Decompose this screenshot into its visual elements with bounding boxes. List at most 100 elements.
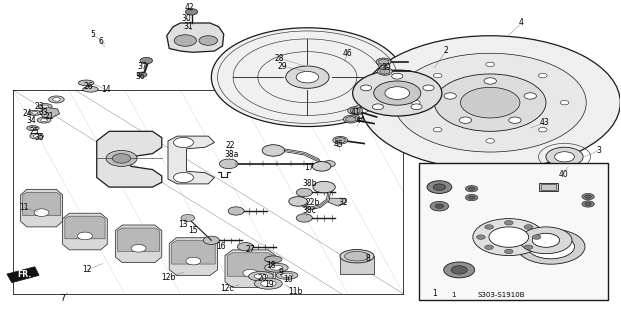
Text: 33: 33	[38, 108, 48, 117]
Ellipse shape	[276, 271, 298, 279]
Circle shape	[411, 104, 422, 110]
Circle shape	[451, 266, 467, 274]
Ellipse shape	[78, 80, 94, 86]
Circle shape	[538, 127, 547, 132]
Text: 43: 43	[540, 118, 550, 127]
Circle shape	[468, 187, 474, 190]
Circle shape	[435, 74, 546, 131]
Bar	[340, 256, 374, 274]
Text: 29: 29	[277, 61, 287, 70]
Polygon shape	[328, 198, 347, 206]
Text: 9: 9	[278, 268, 283, 277]
Text: 40: 40	[558, 170, 568, 179]
Text: 21: 21	[44, 112, 54, 121]
Text: 25: 25	[30, 127, 40, 136]
Circle shape	[360, 36, 620, 170]
Ellipse shape	[42, 105, 48, 108]
Polygon shape	[167, 23, 224, 52]
Ellipse shape	[83, 86, 98, 92]
Bar	[419, 163, 608, 300]
Text: 11: 11	[19, 203, 29, 212]
Text: 17: 17	[304, 163, 314, 172]
Circle shape	[343, 116, 358, 123]
Circle shape	[353, 70, 442, 116]
Circle shape	[394, 53, 586, 152]
Text: 12c: 12c	[220, 284, 233, 292]
Text: 45: 45	[333, 140, 343, 149]
Circle shape	[504, 249, 513, 254]
Text: 12b: 12b	[161, 273, 175, 282]
Circle shape	[504, 220, 513, 225]
Polygon shape	[116, 225, 162, 263]
Circle shape	[313, 181, 335, 193]
Text: 19: 19	[264, 280, 274, 289]
Ellipse shape	[32, 112, 38, 114]
Text: 30: 30	[182, 14, 191, 23]
Text: 2: 2	[443, 45, 448, 55]
Circle shape	[524, 93, 537, 99]
Circle shape	[34, 209, 49, 216]
Circle shape	[489, 227, 528, 247]
Polygon shape	[335, 137, 345, 143]
Circle shape	[323, 161, 335, 167]
Ellipse shape	[261, 281, 276, 287]
Circle shape	[485, 245, 494, 250]
Circle shape	[520, 227, 572, 254]
Text: S303-S1910B: S303-S1910B	[478, 292, 525, 299]
Text: 35: 35	[34, 132, 44, 141]
Text: 34: 34	[27, 116, 37, 125]
Circle shape	[444, 262, 474, 278]
Ellipse shape	[27, 125, 39, 131]
Circle shape	[546, 147, 583, 166]
Text: 4: 4	[519, 19, 524, 28]
Circle shape	[538, 73, 547, 78]
Text: 16: 16	[216, 242, 225, 251]
Circle shape	[555, 152, 574, 162]
Circle shape	[582, 201, 594, 207]
Circle shape	[228, 207, 244, 215]
Polygon shape	[211, 28, 404, 126]
Circle shape	[286, 66, 329, 88]
Circle shape	[186, 257, 201, 265]
Circle shape	[185, 9, 197, 15]
Circle shape	[333, 136, 348, 144]
Ellipse shape	[37, 117, 51, 123]
Ellipse shape	[29, 110, 41, 116]
Circle shape	[412, 100, 420, 105]
Circle shape	[460, 87, 520, 118]
Circle shape	[219, 159, 238, 169]
Text: 46: 46	[343, 49, 353, 58]
Text: 13: 13	[179, 220, 188, 229]
Circle shape	[433, 127, 442, 132]
Circle shape	[423, 85, 434, 91]
Circle shape	[262, 145, 284, 156]
Text: 38c: 38c	[302, 206, 316, 215]
Circle shape	[473, 219, 545, 256]
Text: 26: 26	[84, 82, 94, 91]
Text: 7: 7	[60, 294, 65, 303]
Circle shape	[174, 35, 196, 46]
Ellipse shape	[30, 133, 43, 139]
Circle shape	[532, 235, 541, 239]
Circle shape	[430, 201, 449, 211]
Circle shape	[585, 202, 591, 205]
Ellipse shape	[254, 274, 268, 279]
Circle shape	[561, 178, 574, 184]
Circle shape	[243, 269, 258, 277]
Text: 39: 39	[381, 63, 391, 72]
Text: 15: 15	[188, 226, 197, 235]
Text: 23: 23	[34, 102, 44, 111]
Polygon shape	[168, 136, 214, 184]
Circle shape	[486, 139, 494, 143]
Ellipse shape	[265, 263, 288, 272]
Circle shape	[106, 150, 137, 166]
Ellipse shape	[345, 252, 369, 261]
Circle shape	[131, 244, 146, 252]
Text: 5: 5	[90, 30, 95, 39]
Polygon shape	[65, 216, 105, 239]
Text: FR.: FR.	[17, 270, 31, 279]
Polygon shape	[171, 241, 215, 264]
Text: 8: 8	[365, 254, 370, 263]
Circle shape	[296, 188, 312, 197]
Text: 1: 1	[432, 289, 437, 298]
